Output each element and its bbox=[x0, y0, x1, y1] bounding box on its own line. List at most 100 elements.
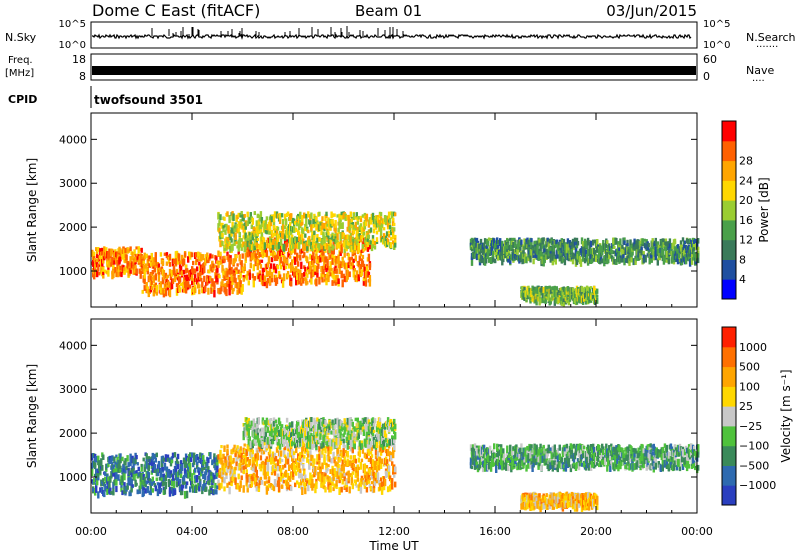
echo-cell bbox=[338, 219, 341, 226]
colorbar-tick-label: 8 bbox=[739, 253, 746, 266]
echo-cell bbox=[218, 220, 221, 226]
echo-cell bbox=[247, 430, 250, 439]
echo-cell bbox=[294, 248, 297, 255]
echo-cell bbox=[168, 262, 172, 267]
echo-cell bbox=[259, 228, 263, 234]
echo-cell bbox=[273, 244, 277, 250]
echo-cell bbox=[218, 227, 221, 234]
echo-cell bbox=[303, 454, 306, 459]
echo-cell bbox=[576, 241, 580, 246]
echo-cell bbox=[270, 471, 274, 476]
echo-cell bbox=[531, 245, 534, 251]
echo-cell bbox=[279, 450, 283, 457]
echo-cell bbox=[367, 446, 371, 454]
echo-cell bbox=[231, 243, 234, 251]
echo-cell bbox=[485, 244, 489, 249]
echo-cell bbox=[134, 456, 137, 464]
echo-cell bbox=[530, 288, 533, 295]
echo-cell bbox=[150, 479, 153, 486]
echo-cell bbox=[102, 454, 105, 460]
echo-cell bbox=[129, 256, 132, 264]
echo-cell bbox=[531, 285, 534, 291]
echo-cell bbox=[250, 420, 253, 427]
echo-cell bbox=[228, 215, 231, 222]
echo-cell bbox=[255, 242, 258, 248]
echo-cell bbox=[654, 237, 657, 243]
echo-cell bbox=[182, 475, 186, 482]
echo-cell bbox=[393, 227, 396, 232]
echo-cell bbox=[245, 274, 248, 281]
echo-cell bbox=[114, 461, 117, 468]
echo-cell bbox=[368, 242, 372, 250]
echo-cell bbox=[171, 278, 175, 284]
echo-cell bbox=[236, 445, 239, 451]
echo-cell bbox=[647, 250, 650, 255]
echo-cell bbox=[356, 238, 359, 246]
echo-cell bbox=[107, 251, 110, 259]
echo-cell bbox=[329, 261, 332, 269]
echo-cell bbox=[635, 244, 638, 250]
echo-cell bbox=[235, 224, 238, 232]
echo-cell bbox=[594, 250, 597, 254]
echo-cell bbox=[159, 287, 163, 293]
echo-cell bbox=[357, 276, 360, 282]
echo-cell bbox=[251, 449, 254, 455]
echo-cell bbox=[376, 450, 380, 459]
echo-cell bbox=[240, 260, 243, 268]
echo-cell bbox=[149, 488, 152, 496]
echo-cell bbox=[365, 453, 369, 459]
echo-cell bbox=[198, 486, 201, 492]
echo-cell bbox=[263, 481, 267, 486]
echo-cell bbox=[241, 284, 244, 292]
echo-cell bbox=[153, 455, 156, 460]
echo-cell bbox=[208, 489, 211, 496]
echo-cell bbox=[204, 482, 207, 490]
echo-cell bbox=[178, 276, 182, 283]
echo-cell bbox=[182, 258, 186, 265]
echo-cell bbox=[640, 246, 643, 250]
echo-cell bbox=[135, 246, 138, 250]
echo-cell bbox=[117, 269, 120, 278]
echo-cell bbox=[133, 262, 136, 267]
echo-cell bbox=[140, 463, 143, 470]
echo-cell bbox=[292, 245, 295, 253]
echo-cell bbox=[311, 478, 314, 486]
echo-cell bbox=[391, 478, 394, 486]
echo-cell bbox=[280, 253, 284, 257]
echo-cell bbox=[392, 217, 395, 222]
echo-cell bbox=[313, 256, 316, 264]
echo-cell bbox=[549, 247, 552, 251]
echo-cell bbox=[220, 285, 223, 292]
echo-cell bbox=[302, 478, 305, 482]
echo-cell bbox=[367, 234, 371, 239]
echo-cell bbox=[615, 259, 618, 265]
echo-cell bbox=[331, 213, 334, 218]
echo-cell bbox=[331, 257, 334, 265]
echo-cell bbox=[176, 475, 180, 480]
echo-cell bbox=[327, 231, 330, 236]
echo-cell bbox=[629, 239, 632, 247]
echo-cell bbox=[237, 473, 240, 480]
echo-cell bbox=[237, 227, 240, 234]
echo-cell bbox=[238, 457, 241, 462]
echo-cell bbox=[301, 214, 304, 222]
echo-cell bbox=[517, 244, 520, 250]
echo-cell bbox=[196, 462, 199, 469]
echo-cell bbox=[372, 471, 376, 479]
echo-cell bbox=[348, 460, 351, 467]
echo-cell bbox=[324, 235, 327, 239]
echo-cell bbox=[129, 268, 132, 274]
echo-cell bbox=[486, 240, 490, 247]
echo-cell bbox=[120, 271, 123, 278]
echo-cell bbox=[380, 481, 384, 487]
echo-cell bbox=[92, 487, 95, 492]
echo-cell bbox=[338, 266, 341, 274]
echo-cell bbox=[487, 259, 491, 263]
echo-cell bbox=[342, 232, 345, 239]
echo-cell bbox=[647, 242, 650, 248]
echo-cell bbox=[258, 446, 262, 452]
echo-cell bbox=[237, 269, 240, 274]
echo-cell bbox=[119, 256, 122, 262]
echo-cell bbox=[665, 256, 669, 263]
echo-cell bbox=[521, 285, 524, 290]
